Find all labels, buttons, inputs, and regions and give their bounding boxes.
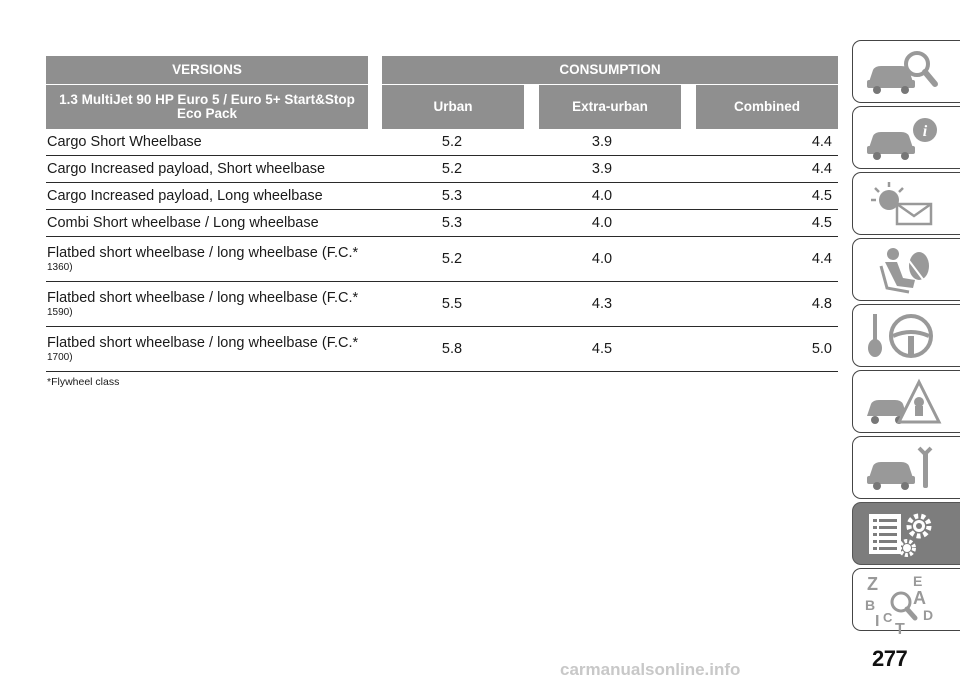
version-name: Cargo Increased payload, Short wheelbase [46, 161, 382, 178]
tab-safety[interactable] [852, 238, 960, 301]
table-row: Flatbed short wheelbase / long wheelbase… [46, 237, 838, 282]
versions-header: VERSIONS [46, 56, 368, 84]
table-row: Cargo Increased payload, Short wheelbase… [46, 156, 838, 183]
version-label: Flatbed short wheelbase / long wheelbase… [47, 335, 359, 351]
version-label: Flatbed short wheelbase / long wheelbase… [47, 290, 359, 306]
index-letter-z: Z [867, 574, 878, 594]
version-label: Cargo Short Wheelbase [47, 133, 202, 150]
version-label: Combi Short wheelbase / Long wheelbase [47, 214, 319, 231]
version-name: Flatbed short wheelbase / long wheelbase… [46, 245, 382, 273]
version-label: Cargo Increased payload, Short wheelbase [47, 160, 326, 177]
combined-value: 4.4 [811, 161, 832, 177]
urban-header: Urban [382, 85, 524, 129]
version-sublabel: 1360) [47, 262, 73, 273]
warning-light-message-icon [871, 182, 933, 226]
table-row: Cargo Short Wheelbase 5.2 3.9 4.4 [46, 129, 838, 156]
combined-value: 4.4 [811, 251, 832, 267]
combined-value: 4.8 [811, 296, 832, 312]
combined-header: Combined [696, 85, 838, 129]
tab-index[interactable]: Z E B A I C D T [852, 568, 960, 634]
urban-value: 5.3 [441, 215, 463, 231]
car-breakdown-warning-icon [867, 378, 942, 424]
table-row: Combi Short wheelbase / Long wheelbase 5… [46, 210, 838, 237]
tab-warning-lights[interactable] [852, 172, 960, 235]
consumption-header: CONSUMPTION [382, 56, 838, 84]
table-row: Cargo Increased payload, Long wheelbase … [46, 183, 838, 210]
page-number: 277 [872, 646, 908, 671]
watermark: carmanualsonline.info [560, 660, 741, 679]
extra-urban-value: 3.9 [591, 134, 613, 150]
version-sublabel: 1590) [47, 307, 73, 318]
header-gap [524, 85, 539, 129]
extra-urban-value: 4.0 [591, 215, 613, 231]
version-name: Flatbed short wheelbase / long wheelbase… [46, 335, 382, 363]
urban-value: 5.8 [441, 341, 463, 357]
table-row: Flatbed short wheelbase / long wheelbase… [46, 327, 838, 372]
combined-value: 5.0 [811, 341, 832, 357]
urban-value: 5.5 [441, 296, 463, 312]
version-name: Combi Short wheelbase / Long wheelbase [46, 215, 382, 232]
header-gap [368, 85, 382, 129]
tab-servicing[interactable] [852, 436, 960, 499]
tab-emergency[interactable] [852, 370, 960, 433]
index-letter-a: A [913, 588, 926, 608]
index-letter-b: B [865, 597, 875, 613]
car-search-icon [867, 51, 938, 94]
combined-value: 4.4 [811, 134, 832, 150]
combined-value: 4.5 [811, 215, 832, 231]
seat-airbag-icon [879, 248, 929, 294]
index-letter-c: C [883, 610, 893, 625]
urban-value: 5.2 [441, 251, 463, 267]
urban-value: 5.3 [441, 188, 463, 204]
extra-urban-header: Extra-urban [539, 85, 681, 129]
version-label: Flatbed short wheelbase / long wheelbase… [47, 245, 359, 261]
tab-car-info[interactable]: i [852, 106, 960, 169]
index-letter-t: T [895, 621, 905, 634]
version-name: Cargo Increased payload, Long wheelbase [46, 188, 382, 205]
technical-data-icon [869, 513, 932, 557]
car-info-icon: i [867, 118, 937, 160]
urban-value: 5.2 [441, 161, 463, 177]
key-steering-wheel-icon [868, 314, 933, 358]
extra-urban-value: 4.3 [591, 296, 613, 312]
svg-text:i: i [923, 123, 928, 140]
combined-value: 4.5 [811, 188, 832, 204]
version-sublabel: 1700) [47, 352, 73, 363]
extra-urban-value: 4.5 [591, 341, 613, 357]
version-label: Cargo Increased payload, Long wheelbase [47, 187, 323, 204]
header-gap [681, 85, 696, 129]
tab-technical-data[interactable] [852, 502, 960, 565]
tab-car-search[interactable] [852, 40, 960, 103]
extra-urban-value: 4.0 [591, 251, 613, 267]
extra-urban-value: 4.0 [591, 188, 613, 204]
engine-header: 1.3 MultiJet 90 HP Euro 5 / Euro 5+ Star… [46, 85, 368, 129]
index-letter-e: E [913, 574, 922, 589]
consumption-table: VERSIONS CONSUMPTION 1.3 MultiJet 90 HP … [46, 56, 838, 388]
car-maintenance-icon [867, 446, 933, 490]
table-header-row-2: 1.3 MultiJet 90 HP Euro 5 / Euro 5+ Star… [46, 85, 838, 129]
tab-starting-driving[interactable] [852, 304, 960, 367]
extra-urban-value: 3.9 [591, 161, 613, 177]
version-name: Flatbed short wheelbase / long wheelbase… [46, 290, 382, 318]
urban-value: 5.2 [441, 134, 463, 150]
version-name: Cargo Short Wheelbase [46, 134, 382, 151]
alphabetical-index-icon: Z E B A I C D T [865, 574, 933, 634]
table-row: Flatbed short wheelbase / long wheelbase… [46, 282, 838, 327]
table-header-row-1: VERSIONS CONSUMPTION [46, 56, 838, 84]
index-letter-i: I [875, 613, 879, 630]
index-letter-d: D [923, 607, 933, 623]
header-gap [368, 56, 382, 84]
footnote: *Flywheel class [47, 376, 120, 388]
